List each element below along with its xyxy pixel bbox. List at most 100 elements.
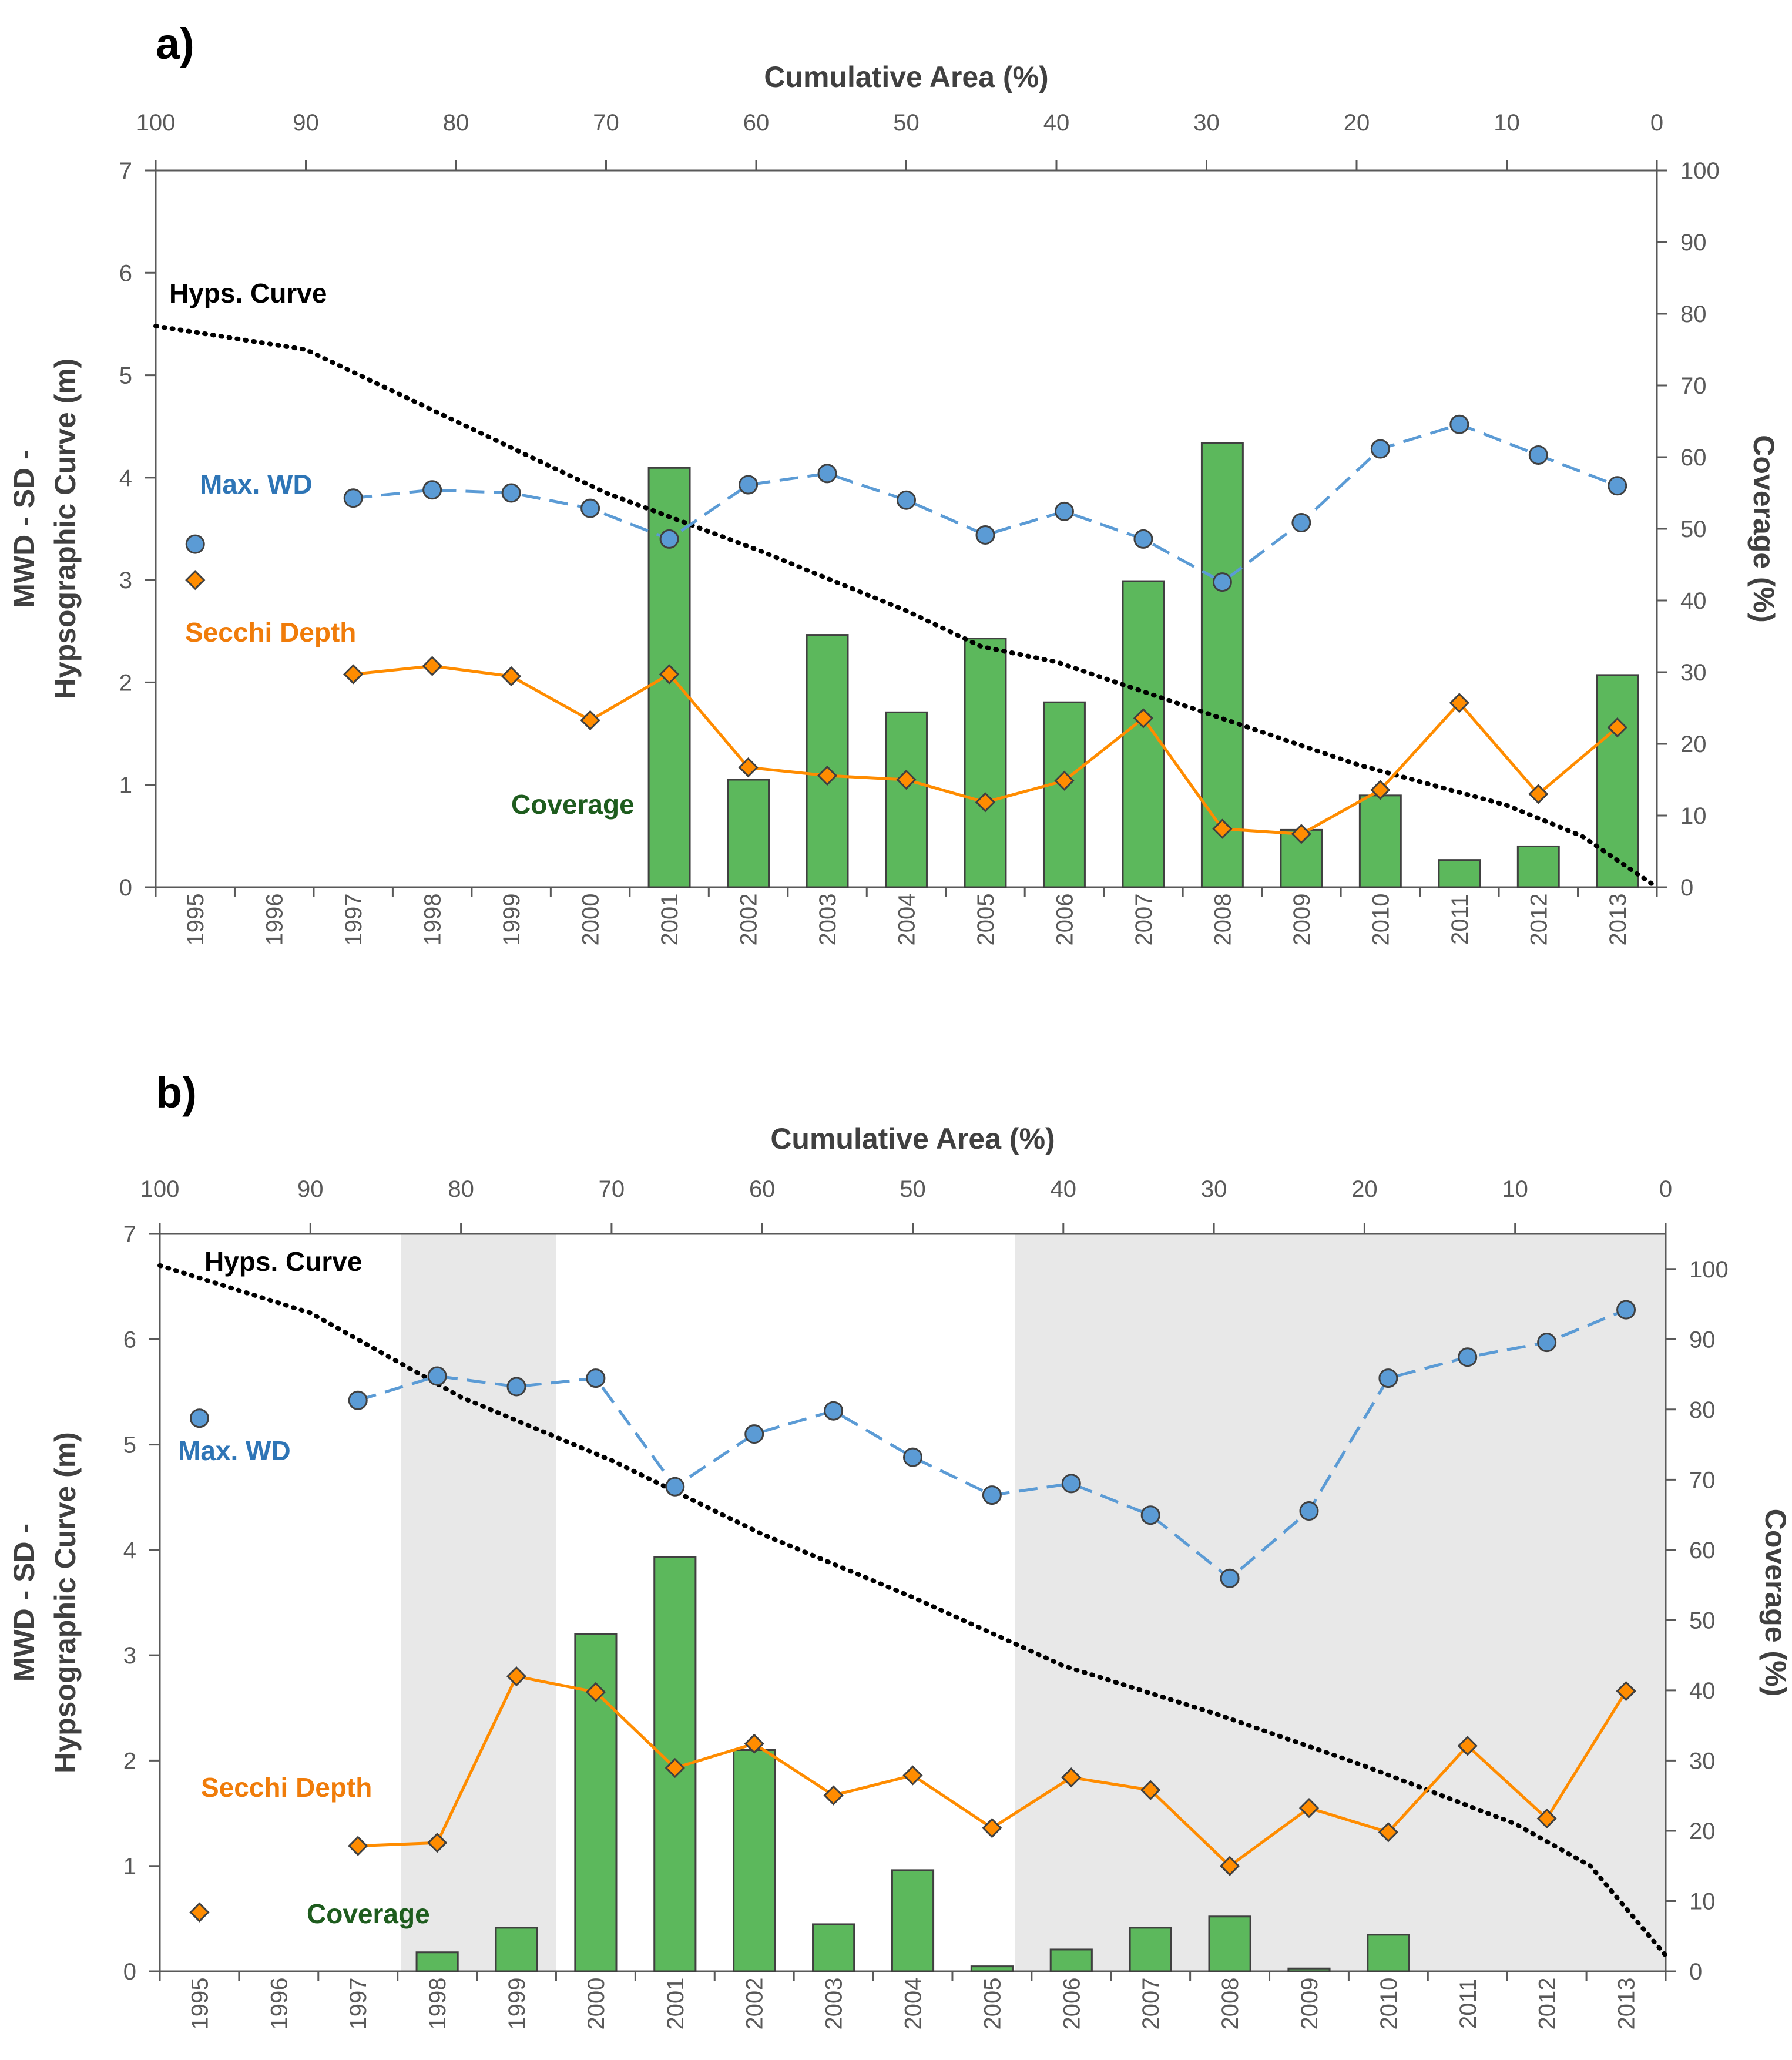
secchi-point bbox=[975, 792, 996, 813]
left-tick-label: 7 bbox=[119, 158, 132, 184]
right-tick-label: 90 bbox=[1689, 1327, 1716, 1353]
year-label: 2007 bbox=[1131, 894, 1157, 946]
top-tick-label: 70 bbox=[593, 110, 619, 136]
maxwd-point bbox=[1378, 1368, 1398, 1388]
right-tick-label: 30 bbox=[1689, 1748, 1716, 1774]
maxwd-point bbox=[1537, 1333, 1557, 1353]
maxwd-point bbox=[982, 1485, 1002, 1505]
right-tick-label: 10 bbox=[1680, 803, 1707, 829]
secchi-point bbox=[580, 710, 600, 731]
hyps-curve-label: Hyps. Curve bbox=[169, 278, 327, 308]
maxwd-point bbox=[1458, 1347, 1478, 1367]
top-tick-label: 20 bbox=[1344, 110, 1370, 136]
maxwd-point bbox=[506, 1377, 526, 1397]
secchi-point bbox=[902, 1765, 923, 1786]
year-label: 2012 bbox=[1526, 894, 1552, 946]
shaded-region bbox=[1015, 1234, 1666, 1971]
secchi-point bbox=[501, 666, 522, 687]
coverage-bar bbox=[727, 779, 770, 888]
panel-label: b) bbox=[156, 1068, 197, 1117]
right-tick-label: 50 bbox=[1680, 516, 1707, 542]
coverage-bar bbox=[1287, 1967, 1331, 1972]
right-tick-label: 60 bbox=[1689, 1538, 1716, 1564]
year-label: 2011 bbox=[1447, 894, 1473, 945]
maxwd-point bbox=[586, 1368, 606, 1388]
coverage-bar bbox=[1042, 701, 1086, 888]
maxwd-point bbox=[665, 1477, 685, 1497]
right-tick-label: 10 bbox=[1689, 1888, 1716, 1914]
maxwd-label: Max. WD bbox=[200, 469, 313, 499]
year-label: 2010 bbox=[1368, 894, 1394, 946]
maxwd-point bbox=[659, 529, 679, 549]
right-tick-label: 50 bbox=[1689, 1608, 1716, 1633]
maxwd-point bbox=[422, 480, 442, 500]
maxwd-point bbox=[1616, 1300, 1636, 1320]
left-tick-label: 2 bbox=[119, 670, 132, 696]
secchi-point bbox=[185, 570, 206, 591]
left-axis-title: Hypsographic Curve (m) bbox=[49, 358, 82, 700]
left-tick-label: 4 bbox=[123, 1538, 136, 1564]
hyps-curve-line bbox=[157, 1263, 1668, 1958]
maxwd-point bbox=[1212, 572, 1232, 592]
maxwd-point bbox=[580, 498, 600, 518]
secchi-point bbox=[1054, 770, 1075, 791]
secchi-point bbox=[1528, 784, 1549, 804]
right-axis-title: Coverage (%) bbox=[1759, 1509, 1792, 1697]
year-label: 1996 bbox=[262, 894, 288, 946]
year-label: 2005 bbox=[979, 1978, 1005, 2030]
year-label: 1998 bbox=[425, 1978, 451, 2030]
year-label: 1996 bbox=[266, 1978, 292, 2030]
year-label: 2006 bbox=[1052, 894, 1078, 946]
year-label: 2000 bbox=[583, 1978, 609, 2030]
right-tick-label: 70 bbox=[1680, 373, 1707, 399]
secchi-point bbox=[1449, 693, 1469, 713]
secchi-point bbox=[817, 765, 838, 786]
maxwd-point bbox=[897, 490, 916, 510]
left-tick-label: 3 bbox=[119, 568, 132, 593]
shaded-region bbox=[401, 1234, 556, 1971]
year-label: 2008 bbox=[1210, 894, 1236, 946]
coverage-bar bbox=[885, 711, 928, 888]
secchi-point bbox=[1291, 824, 1311, 844]
secchi-point bbox=[982, 1818, 1002, 1838]
year-label: 2012 bbox=[1535, 1978, 1561, 2030]
left-axis-title: MWD - SD - bbox=[8, 1524, 41, 1682]
year-label: 2002 bbox=[736, 894, 762, 946]
year-label: 2005 bbox=[973, 894, 999, 946]
year-label: 2007 bbox=[1138, 1978, 1164, 2030]
secchi-label: Secchi Depth bbox=[201, 1772, 372, 1803]
secchi-point bbox=[1212, 818, 1233, 839]
maxwd-point bbox=[189, 1408, 209, 1428]
year-label: 2001 bbox=[657, 894, 683, 946]
year-label: 1995 bbox=[187, 1978, 213, 2030]
left-axis-title: MWD - SD - bbox=[8, 449, 41, 608]
maxwd-line bbox=[353, 422, 1618, 584]
maxwd-point bbox=[1370, 439, 1390, 459]
top-tick-label: 40 bbox=[1051, 1176, 1077, 1202]
maxwd-point bbox=[1133, 529, 1153, 549]
left-tick-label: 3 bbox=[123, 1643, 136, 1669]
secchi-point bbox=[744, 1733, 764, 1754]
right-tick-label: 80 bbox=[1689, 1397, 1716, 1423]
secchi-point bbox=[427, 1833, 448, 1853]
top-tick-label: 50 bbox=[893, 110, 920, 136]
coverage-bar bbox=[495, 1927, 538, 1972]
top-tick-label: 80 bbox=[443, 110, 469, 136]
left-tick-label: 6 bbox=[119, 260, 132, 286]
secchi-point bbox=[659, 664, 680, 685]
right-tick-label: 0 bbox=[1680, 875, 1693, 901]
top-tick-label: 90 bbox=[293, 110, 319, 136]
panel-label: a) bbox=[156, 19, 194, 68]
maxwd-point bbox=[1291, 513, 1311, 533]
right-tick-label: 90 bbox=[1680, 230, 1707, 256]
coverage-bar bbox=[1596, 674, 1639, 888]
right-tick-label: 100 bbox=[1680, 158, 1720, 184]
year-label: 1997 bbox=[345, 1978, 371, 2030]
top-axis-title: Cumulative Area (%) bbox=[770, 1122, 1055, 1155]
right-tick-label: 60 bbox=[1680, 445, 1707, 471]
top-tick-label: 60 bbox=[749, 1176, 776, 1202]
top-tick-label: 70 bbox=[599, 1176, 625, 1202]
right-axis-title: Coverage (%) bbox=[1747, 435, 1780, 623]
coverage-label: Coverage bbox=[307, 1898, 430, 1929]
coverage-bar bbox=[964, 638, 1007, 888]
